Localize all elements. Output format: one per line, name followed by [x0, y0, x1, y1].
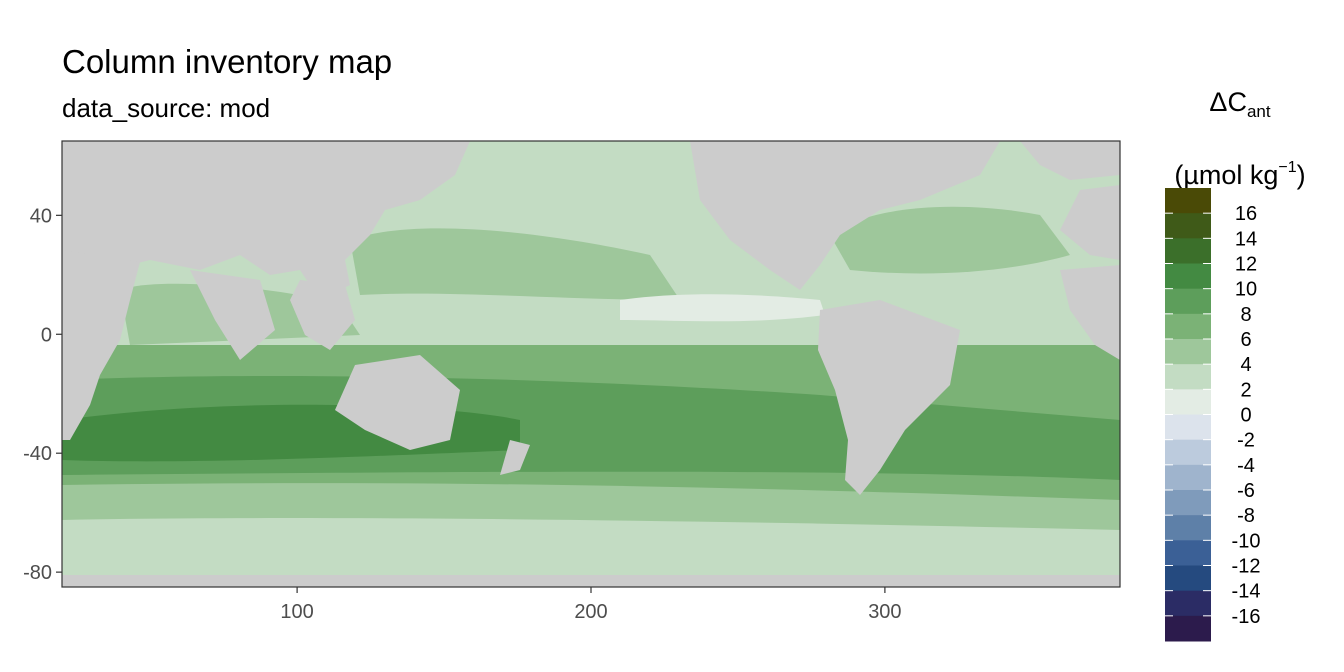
australia [335, 355, 460, 450]
legend-title-symbol: ΔC [1209, 87, 1247, 117]
legend-tick-label: 4 [1240, 354, 1251, 376]
legend-tick-label: -12 [1232, 556, 1261, 578]
map-panel [62, 141, 1120, 587]
legend-color-swatch [1165, 313, 1211, 340]
land [62, 141, 1120, 587]
legend-color-swatch [1165, 565, 1211, 592]
legend-color-swatch [1165, 364, 1211, 390]
legend-unit-close: ) [1296, 160, 1306, 190]
legend-color-swatch [1165, 263, 1211, 290]
y-tick-label: -40 [23, 443, 52, 465]
legend-tick-label: 12 [1235, 254, 1257, 276]
y-tick-label: 0 [41, 324, 52, 346]
legend-title-subscript: ant [1246, 102, 1271, 121]
legend-tick-label: 0 [1240, 405, 1251, 427]
legend-unit-text: (µmol kg [1174, 160, 1279, 190]
legend-color-swatch [1165, 540, 1211, 566]
legend-unit-superscript: −1 [1278, 159, 1297, 176]
x-tick-label: 100 [280, 601, 313, 623]
antarctica [62, 575, 1120, 587]
north-atlantic-band [830, 206, 1070, 274]
legend-color-swatch [1165, 615, 1211, 642]
color-legend: 16 14 12 10 8 6 4 2 0 -2 -4 -6 -8 -10 -12 -14 -16 [1165, 188, 1260, 642]
legend-color-swatch [1165, 490, 1211, 516]
greenland [1020, 141, 1120, 180]
legend-tick-label: -16 [1232, 606, 1261, 628]
chart-title: Column inventory map [62, 43, 393, 80]
legend-color-swatch [1165, 389, 1211, 415]
legend-tick-label: 10 [1235, 279, 1257, 301]
x-tick-label: 200 [574, 601, 607, 623]
legend-tick-label: 8 [1240, 304, 1251, 326]
legend-tick-label: 14 [1235, 228, 1257, 250]
legend-color-swatch [1165, 590, 1211, 617]
legend-color-swatch [1165, 213, 1211, 239]
north-pacific-band [350, 228, 680, 300]
legend-unit: (µmol kg−1) [1160, 151, 1320, 192]
legend-color-swatch [1165, 414, 1211, 441]
legend-tick-label: -10 [1232, 530, 1261, 552]
eurasia [62, 141, 470, 300]
legend-color-swatch [1165, 515, 1211, 541]
east-pacific-light [620, 294, 825, 322]
europe [1060, 185, 1120, 260]
legend-title: ΔCant (µmol kg−1) [1160, 85, 1320, 192]
legend-tick-label: -8 [1237, 505, 1255, 527]
legend-tick-label: -14 [1232, 581, 1261, 603]
legend-tick-label: 6 [1240, 329, 1251, 351]
legend-color-swatch [1165, 288, 1211, 315]
legend-tick-label: -4 [1237, 455, 1255, 477]
legend-tick-label: 16 [1235, 203, 1257, 225]
antarctic-band-lighter [62, 518, 1120, 587]
y-axis: 40 0 -40 -80 [23, 205, 62, 584]
north-america [690, 141, 1000, 290]
x-tick-label: 300 [868, 601, 901, 623]
y-tick-label: 40 [30, 205, 52, 227]
legend-tick-label: 2 [1240, 379, 1251, 401]
y-tick-label: -80 [23, 562, 52, 584]
arabia-india [190, 270, 275, 360]
legend-tick-label: -2 [1237, 430, 1255, 452]
legend-color-swatch [1165, 464, 1211, 491]
west-africa [1060, 265, 1120, 360]
new-zealand [500, 440, 530, 475]
legend-color-swatch [1165, 339, 1211, 365]
legend-tick-label: -6 [1237, 480, 1255, 502]
x-axis: 100 200 300 [280, 587, 902, 623]
legend-color-swatch [1165, 188, 1211, 214]
legend-color-swatch [1165, 238, 1211, 264]
south-america [818, 300, 960, 495]
africa [62, 250, 140, 440]
legend-color-swatch [1165, 439, 1211, 466]
southeast-asia [290, 280, 355, 350]
chart-subtitle: data_source: mod [62, 93, 271, 123]
